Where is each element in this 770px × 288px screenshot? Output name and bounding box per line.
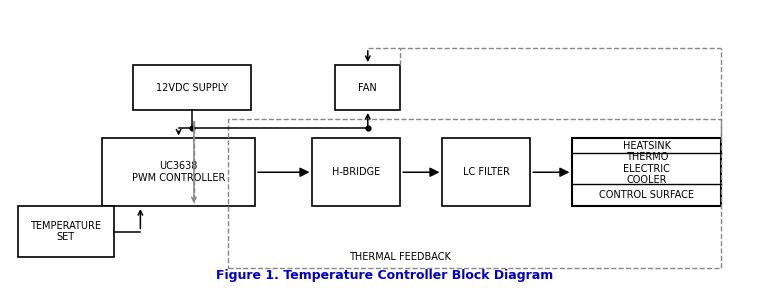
Bar: [102, 138, 255, 206]
Bar: [18, 206, 114, 257]
Text: THERMAL FEEDBACK: THERMAL FEEDBACK: [350, 252, 451, 262]
Text: LC FILTER: LC FILTER: [463, 167, 510, 177]
Text: H-BRIDGE: H-BRIDGE: [332, 167, 380, 177]
Text: FAN: FAN: [358, 82, 377, 92]
Bar: [442, 138, 531, 206]
Text: HEATSINK: HEATSINK: [623, 141, 671, 151]
Text: THERMO
ELECTRIC
COOLER: THERMO ELECTRIC COOLER: [624, 152, 670, 185]
Bar: [313, 138, 400, 206]
Bar: [228, 119, 721, 268]
Text: UC3638
PWM CONTROLLER: UC3638 PWM CONTROLLER: [132, 162, 226, 183]
Text: 12VDC SUPPLY: 12VDC SUPPLY: [156, 82, 228, 92]
Bar: [132, 65, 251, 110]
Text: CONTROL SURFACE: CONTROL SURFACE: [599, 190, 695, 200]
Text: TEMPERATURE
SET: TEMPERATURE SET: [30, 221, 102, 242]
Text: Figure 1. Temperature Controller Block Diagram: Figure 1. Temperature Controller Block D…: [216, 269, 554, 283]
Bar: [572, 138, 721, 206]
Bar: [335, 65, 400, 110]
